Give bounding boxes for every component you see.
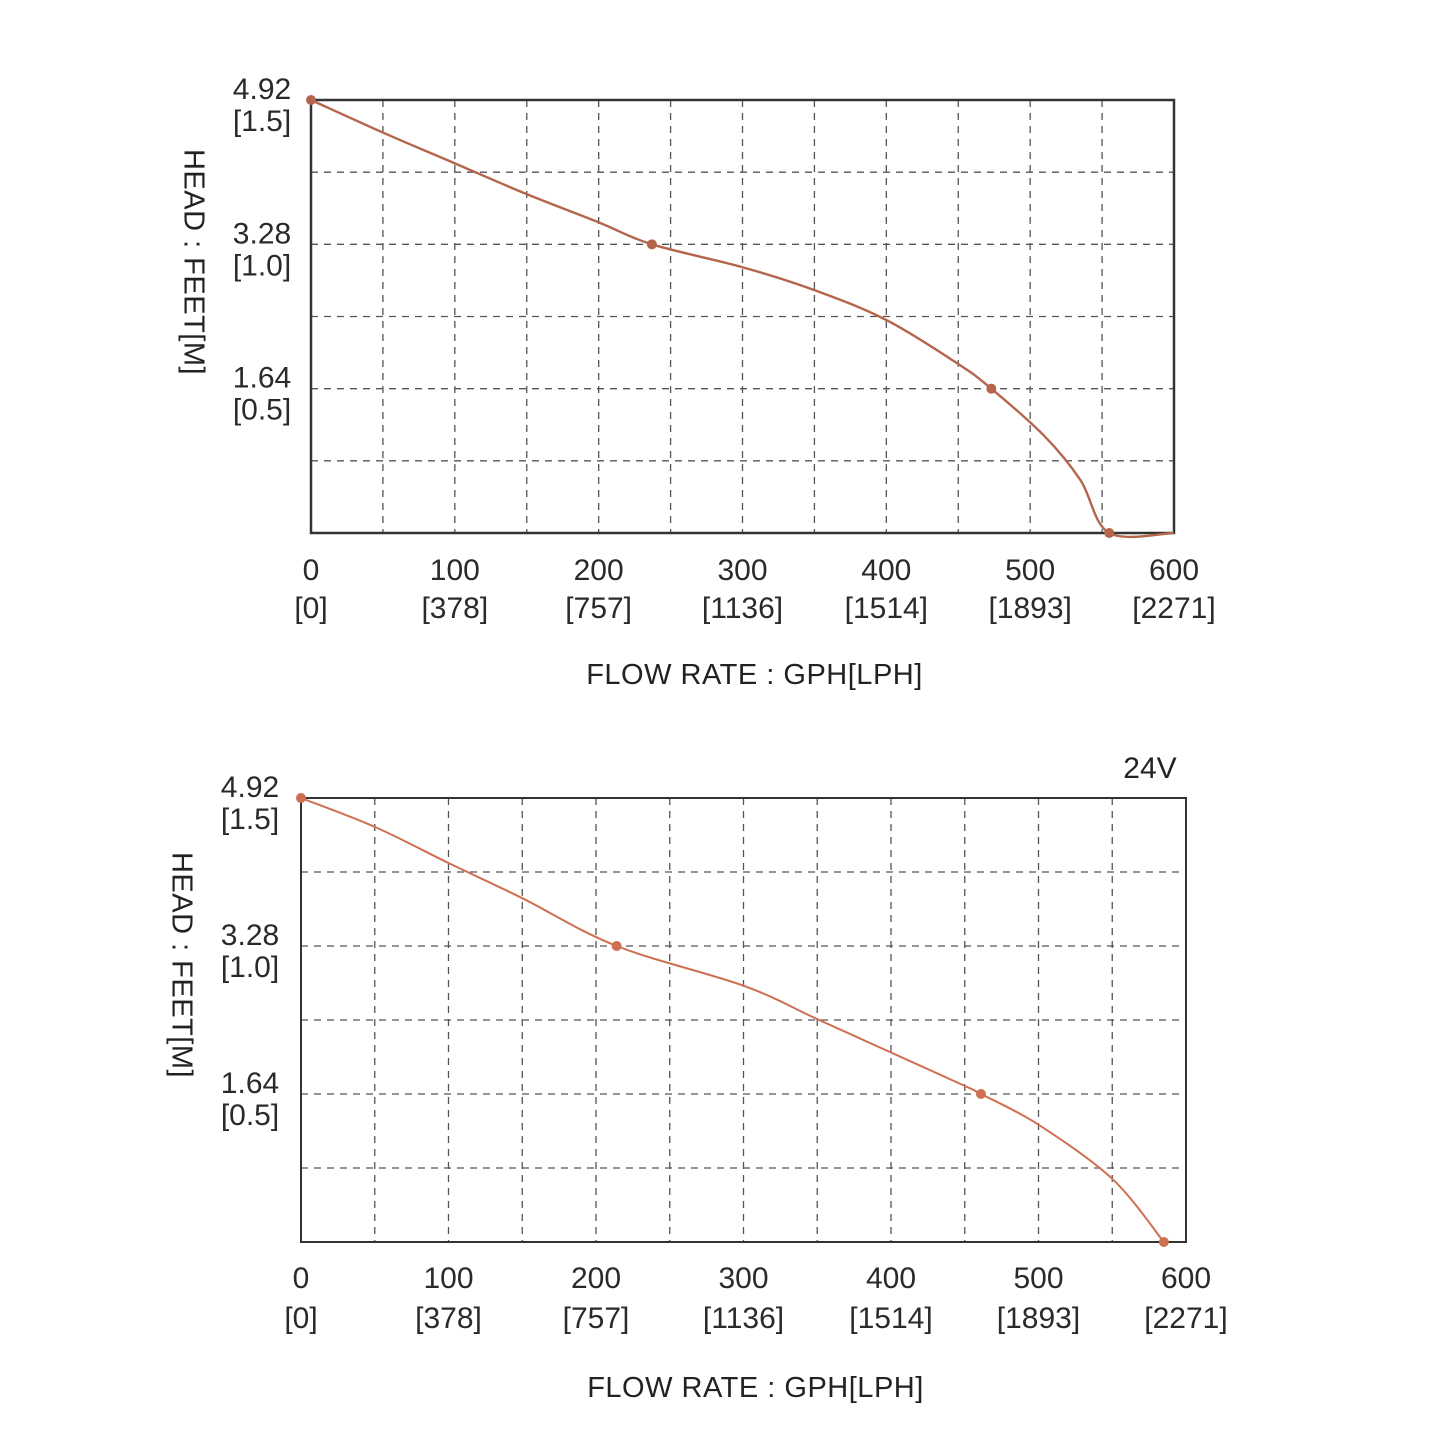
x-tick-label: 400: [866, 1262, 916, 1295]
x-tick-sublabel: [2271]: [1144, 1302, 1227, 1335]
x-tick-label: 400: [861, 554, 911, 587]
series-line: [300, 797, 1165, 1243]
data-point: [1158, 1237, 1169, 1247]
y-tick-label: 1.64: [233, 362, 291, 395]
x-tick-label: 100: [430, 554, 480, 587]
plot-frame: [309, 98, 1176, 535]
y-tick-label: 4.92: [221, 771, 279, 804]
y-tick-sublabel: [0.5]: [221, 1099, 279, 1132]
data-point: [306, 95, 316, 105]
x-tick-label: 600: [1149, 554, 1199, 587]
data-point: [986, 383, 997, 394]
y-axis-label: HEAD : FEET[M]: [165, 852, 197, 1078]
x-tick-sublabel: [1893]: [997, 1302, 1080, 1335]
x-tick-label: 0: [303, 554, 320, 587]
x-tick-sublabel: [1514]: [849, 1302, 932, 1335]
grid-lines: [311, 100, 1174, 533]
y-tick-sublabel: [1.5]: [233, 105, 291, 138]
x-tick-sublabel: [378]: [415, 1302, 482, 1335]
series-markers: [306, 95, 1115, 538]
x-tick-sublabel: [1136]: [702, 592, 783, 625]
x-tick-label: 600: [1161, 1262, 1211, 1295]
x-tick-sublabel: [378]: [421, 592, 488, 625]
y-tick-label: 3.28: [221, 919, 279, 952]
data-point: [1104, 528, 1115, 538]
y-axis-label: HEAD : FEET[M]: [177, 149, 209, 375]
data-point: [296, 793, 306, 803]
x-axis-label: FLOW RATE : GPH[LPH]: [586, 659, 923, 691]
data-point: [611, 941, 622, 951]
x-tick-sublabel: [757]: [563, 1302, 630, 1335]
series-markers: [296, 793, 1169, 1247]
x-axis-label: FLOW RATE : GPH[LPH]: [587, 1372, 924, 1404]
grid-lines: [301, 798, 1186, 1242]
x-tick-sublabel: [757]: [565, 592, 632, 625]
x-tick-label: 200: [571, 1262, 621, 1295]
x-tick-labels: 0 [0] 100 [378] 200 [757] 300 [1136] 400 [1514] 50…: [284, 1262, 1227, 1335]
chart-top: 4.92[1.5] 3.28[1.0] 1.64[0.5] 0 [0] 100 [378]…: [177, 73, 1215, 691]
voltage-annotation: 24V: [1123, 752, 1176, 785]
y-tick-label: 3.28: [233, 217, 291, 250]
chart-bottom: 4.92[1.5] 3.28[1.0] 1.64[0.5] 0 [0] 100 [378]…: [165, 752, 1227, 1404]
y-tick-sublabel: [0.5]: [233, 394, 291, 427]
series-line: [310, 98, 1175, 539]
x-tick-label: 300: [718, 1262, 768, 1295]
y-tick-label: 4.92: [233, 73, 291, 106]
data-point: [646, 239, 657, 250]
x-tick-sublabel: [2271]: [1132, 592, 1215, 625]
data-point: [975, 1089, 986, 1099]
x-tick-sublabel: [1514]: [845, 592, 928, 625]
x-tick-label: 0: [293, 1262, 310, 1295]
x-tick-sublabel: [0]: [294, 592, 327, 625]
x-tick-label: 200: [574, 554, 624, 587]
x-tick-label: 300: [717, 554, 767, 587]
y-tick-sublabel: [1.0]: [233, 249, 291, 282]
y-tick-sublabel: [1.5]: [221, 803, 279, 836]
x-tick-label: 100: [423, 1262, 473, 1295]
y-tick-label: 1.64: [221, 1067, 279, 1100]
x-tick-sublabel: [1136]: [703, 1302, 784, 1335]
x-tick-sublabel: [1893]: [988, 592, 1071, 625]
x-tick-label: 500: [1013, 1262, 1063, 1295]
x-tick-label: 500: [1005, 554, 1055, 587]
y-tick-labels: 4.92[1.5] 3.28[1.0] 1.64[0.5]: [233, 73, 291, 427]
y-tick-sublabel: [1.0]: [221, 951, 279, 984]
plot-frame: [300, 797, 1187, 1243]
x-tick-sublabel: [0]: [284, 1302, 317, 1335]
x-tick-labels: 0 [0] 100 [378] 200 [757] 300 [1136] 400 [1514] 50…: [294, 554, 1215, 625]
y-tick-labels: 4.92[1.5] 3.28[1.0] 1.64[0.5]: [221, 771, 279, 1132]
